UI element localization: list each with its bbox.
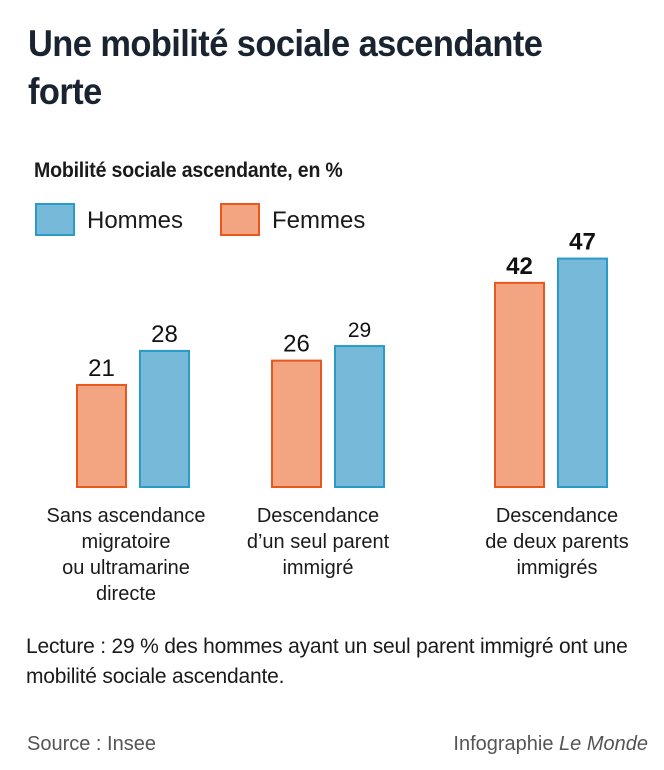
bar-hommes-0 bbox=[139, 349, 190, 489]
data-label-hommes-2: 47 bbox=[569, 229, 596, 256]
category-label-deux-parents: Descendance de deux parents immigrés bbox=[485, 505, 629, 579]
bar-hommes-2 bbox=[557, 257, 608, 488]
data-label-hommes-1: 29 bbox=[348, 319, 371, 342]
bar-chart: 21 26 42 28 29 47 bbox=[76, 229, 608, 489]
reading-note: Lecture : 29 % des hommes ayant un seul … bbox=[26, 635, 628, 688]
source-text: Source : Insee bbox=[27, 733, 156, 755]
bar-femmes-2 bbox=[494, 281, 545, 488]
credit-text: Infographie Le Monde bbox=[453, 731, 648, 757]
category-label-un-parent: Descendance d’un seul parent immigré bbox=[246, 505, 390, 579]
legend-swatch-hommes bbox=[35, 203, 75, 236]
data-label-femmes-1: 26 bbox=[283, 331, 310, 358]
legend-label-femmes: Femmes bbox=[272, 207, 366, 234]
legend-label-hommes: Hommes bbox=[87, 207, 184, 234]
data-label-hommes-0: 28 bbox=[151, 321, 178, 348]
category-label-sans-ascendance: Sans ascendance migratoire ou ultramarin… bbox=[46, 505, 206, 605]
data-label-femmes-0: 21 bbox=[88, 355, 115, 382]
legend-swatch-femmes bbox=[220, 203, 260, 236]
bar-hommes-1 bbox=[334, 345, 385, 488]
bar-femmes-1 bbox=[271, 359, 322, 489]
bar-femmes-0 bbox=[76, 383, 127, 488]
credit-brand: Le Monde bbox=[559, 733, 648, 755]
credit-prefix: Infographie bbox=[453, 733, 560, 755]
chart-subtitle: Mobilité sociale ascendante, en % bbox=[34, 159, 343, 182]
chart-title: Une mobilité sociale ascendante forte bbox=[28, 23, 543, 112]
data-label-femmes-2: 42 bbox=[506, 253, 533, 280]
